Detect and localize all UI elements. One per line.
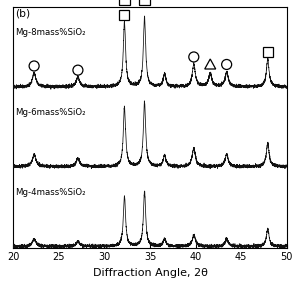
X-axis label: Diffraction Angle, 2θ: Diffraction Angle, 2θ [93, 268, 207, 278]
Bar [119, 9, 130, 19]
Bar [119, 0, 130, 5]
Text: Mg-8mass%SiO₂: Mg-8mass%SiO₂ [15, 28, 86, 37]
Bar [139, 0, 150, 5]
Text: Mg-6mass%SiO₂: Mg-6mass%SiO₂ [15, 108, 86, 117]
Text: Mg-4mass%SiO₂: Mg-4mass%SiO₂ [15, 188, 86, 196]
Text: (b): (b) [15, 8, 30, 18]
Bar [263, 47, 273, 57]
